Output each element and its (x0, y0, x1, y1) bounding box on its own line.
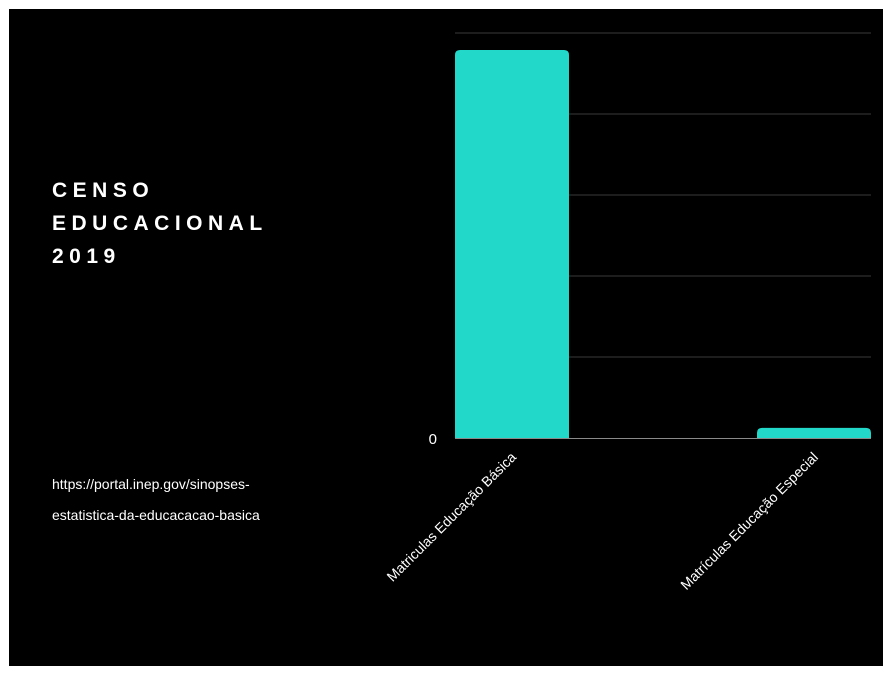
title-line-1: CENSO (52, 179, 155, 202)
title-line-2: EDUCACIONAL (52, 212, 268, 235)
source-line-2: estatistica-da-educacacao-basica (52, 507, 260, 523)
x-tick-label: Matriculas Educação Básica (383, 449, 519, 585)
source-link: https://portal.inep.gov/sinopses- estati… (52, 469, 322, 531)
bar-2 (757, 427, 871, 438)
bars (455, 50, 871, 438)
x-tick-label: Matrículas Educação Especial (677, 449, 821, 593)
title-line-3: 2019 (52, 245, 121, 268)
x-tick-labels: Matriculas Educação Básica Matrículas Edu… (383, 449, 821, 593)
slide: CENSO EDUCACIONAL 2019 https://portal.in… (9, 9, 883, 666)
bar-1 (455, 50, 569, 438)
y-tick-label: 0 (429, 431, 437, 448)
chart-title: CENSO EDUCACIONAL 2019 (52, 174, 268, 273)
y-tick-labels: 0 (429, 431, 437, 448)
source-line-1: https://portal.inep.gov/sinopses- (52, 476, 250, 492)
bar-chart: 0 Matriculas Educação Básica Matrículas E… (383, 32, 871, 593)
